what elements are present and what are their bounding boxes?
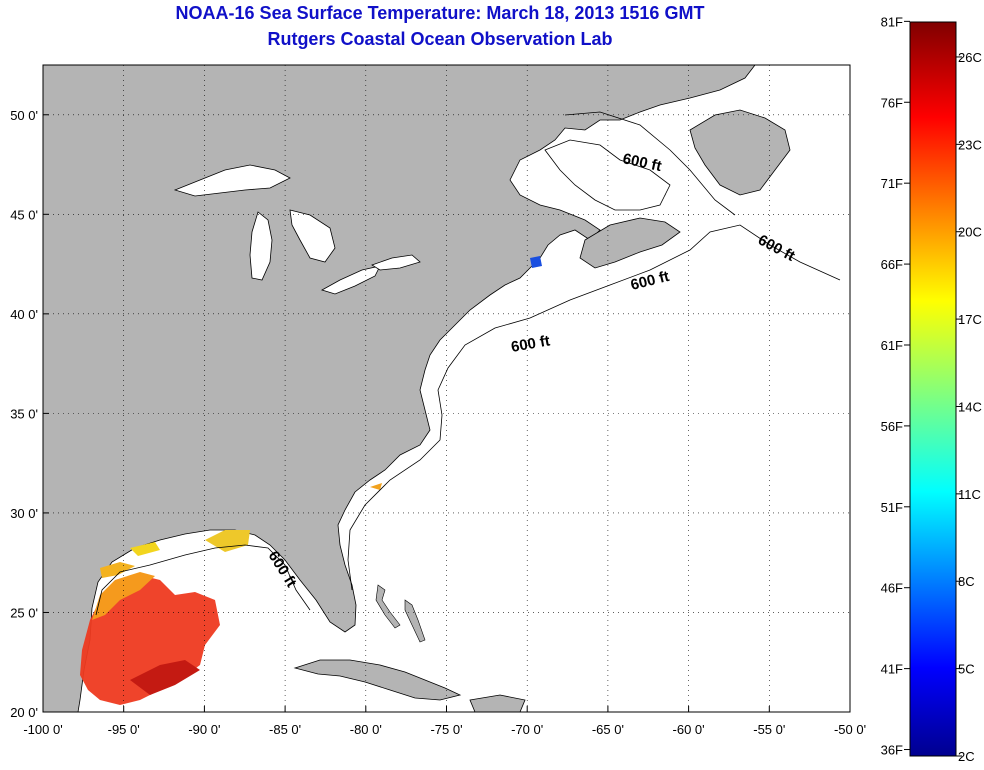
colorbar-f-label: 51F [881,500,903,515]
isobath-600ft-atlantic [347,224,841,591]
map-border [42,64,851,713]
colorbar-f-label: 36F [881,743,903,758]
colorbar-c-label: 14C [958,399,982,414]
chart-title: NOAA-16 Sea Surface Temperature: March 1… [175,3,705,23]
lat-tick-label: 35 0' [10,406,38,421]
lake-huron [289,209,336,263]
lon-tick-label: -70 0' [511,722,543,737]
isobath-600ft-gulf [95,544,311,616]
colorbar-c-label: 5C [958,662,975,677]
lat-tick-label: 50 0' [10,108,38,123]
colorbar-f-label: 81F [881,14,903,29]
map-layers [43,65,841,712]
sst-north-gulf-orange [100,562,135,578]
colorbar-c-label: 17C [958,312,982,327]
lat-tick-label: 25 0' [10,605,38,620]
lon-tick-label: -65 0' [592,722,624,737]
colorbar-f-label: 71F [881,176,903,191]
colorbar-f-label: 61F [881,338,903,353]
sst-north-gulf-yellow-2 [205,530,250,552]
lake-michigan [249,211,273,281]
newfoundland-land [689,109,791,196]
colorbar-c-label: 8C [958,574,975,589]
longitude-labels: -100 0' -95 0' -90 0' -85 0' -80 0' -75 0' -70… [23,722,866,737]
lake-ontario [371,254,421,271]
lat-tick-label: 20 0' [10,705,38,720]
lake-superior [173,164,291,197]
colorbar-f-label: 56F [881,419,903,434]
isobath-label-midatlantic: 600 ft [510,332,552,356]
cuba-land [293,659,462,701]
bahamas-land-2 [404,599,426,643]
sst-blue-patch [530,256,542,268]
chart-subtitle: Rutgers Coastal Ocean Observation Lab [267,29,613,49]
colorbar-fahrenheit-labels: 81F 76F 71F 66F 61F 56F 51F 46F 41F 36F [881,14,910,758]
lon-tick-label: -95 0' [108,722,140,737]
lon-tick-label: -85 0' [269,722,301,737]
lon-tick-label: -90 0' [188,722,220,737]
lat-tick-label: 30 0' [10,506,38,521]
lon-tick-label: -60 0' [673,722,705,737]
colorbar-f-label: 46F [881,581,903,596]
lon-tick-label: -100 0' [23,722,62,737]
bahamas-land [375,584,401,629]
sst-gulf-dark [130,660,200,695]
lon-tick-label: -50 0' [834,722,866,737]
north-america-land [43,65,756,712]
colorbar-c-label: 23C [958,137,982,152]
nova-scotia-land [579,217,681,269]
sst-gulf-orange [92,572,155,620]
isobath-600ft-north [564,111,736,216]
latitude-labels: 20 0' 25 0' 30 0' 35 0' 40 0' 45 0' 50 0' [10,108,38,720]
sst-north-gulf-yellow [130,542,160,556]
lat-tick-label: 45 0' [10,207,38,222]
lon-tick-label: -80 0' [350,722,382,737]
lon-tick-label: -75 0' [430,722,462,737]
colorbar-f-label: 76F [881,95,903,110]
colorbar-f-label: 66F [881,257,903,272]
colorbar-c-label: 2C [958,749,975,764]
lon-tick-label: -55 0' [753,722,785,737]
sst-atlantic-small [370,483,382,490]
gulf-of-st-lawrence [544,139,671,211]
colorbar [909,21,957,757]
lake-erie [320,265,381,295]
colorbar-c-label: 26C [958,50,982,65]
colorbar-c-label: 20C [958,225,982,240]
colorbar-f-label: 41F [881,662,903,677]
colorbar-celsius-labels: 26C 23C 20C 17C 14C 11C 8C 5C 2C [956,50,982,764]
lat-tick-label: 40 0' [10,307,38,322]
hispaniola-land [469,694,526,712]
colorbar-c-label: 11C [958,487,981,502]
